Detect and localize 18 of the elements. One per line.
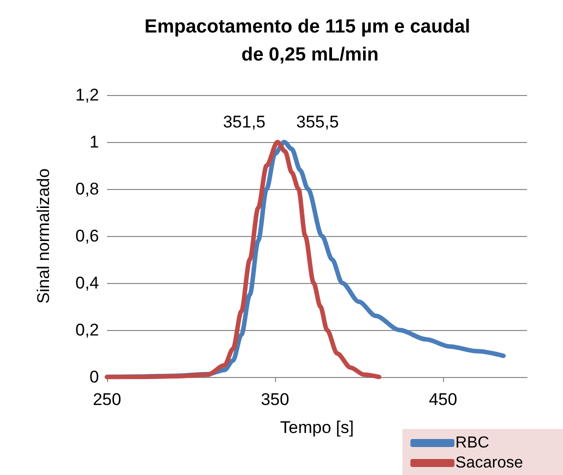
x-tick-label: 250: [92, 390, 122, 409]
annotation: 355,5: [296, 112, 339, 132]
line-series: [104, 140, 382, 380]
annotation: 351,5: [222, 112, 266, 132]
x-tick-label: 450: [428, 390, 458, 409]
y-axis-title: Sinal normalizado: [34, 168, 53, 304]
chart-title: Empacotamento de 115 µm e caudal de 0,25 mL/min: [144, 16, 476, 66]
y-tick-label: 0: [90, 368, 99, 386]
x-tick-label: 350: [260, 390, 290, 409]
y-tick-label: 0,4: [75, 274, 99, 292]
x-axis-title: Tempo [s]: [280, 418, 354, 437]
y-tick-label: 1: [90, 132, 99, 152]
y-tick-label: 1,2: [75, 86, 99, 104]
legend-label: Sacarose: [455, 454, 524, 472]
y-tick-label: 0,8: [75, 180, 99, 198]
y-tick-label: 0,6: [75, 226, 99, 246]
legend-label: RBC: [455, 434, 490, 452]
y-tick-label: 0,2: [75, 320, 99, 340]
